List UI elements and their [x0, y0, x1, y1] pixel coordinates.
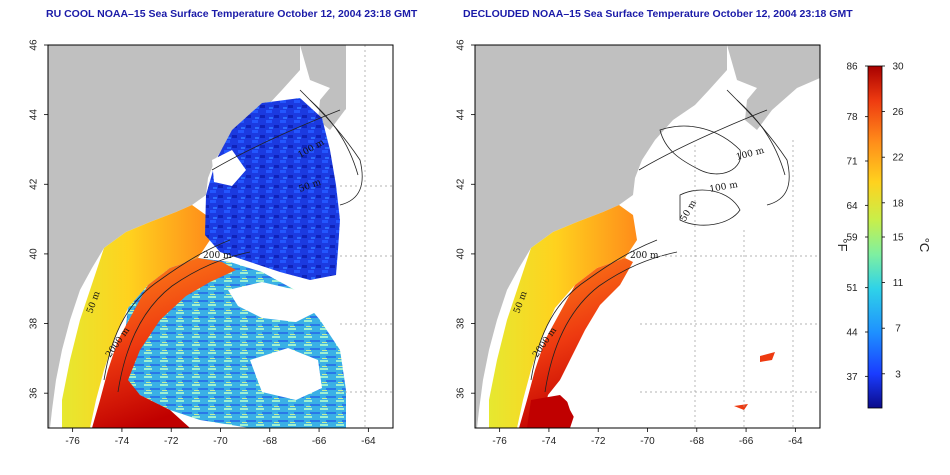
right-y-tick-label-3: 42 — [456, 178, 467, 190]
fahrenheit-tick-label-2: 71 — [846, 157, 858, 168]
celsius-tick-label-6: 7 — [895, 324, 901, 335]
fahrenheit-unit-label: °F — [835, 238, 850, 251]
right-land — [475, 45, 727, 428]
left-y-tick-label-5: 46 — [29, 39, 40, 51]
left-map: 50 m 2000 m 200 m 100 m 50 m -76 -74 -72 -7… — [29, 39, 394, 447]
right-speckle-2 — [734, 404, 748, 410]
right-speckle-1 — [760, 352, 775, 362]
left-cloud-3 — [212, 150, 246, 186]
left-x-tick-label-4: -68 — [263, 436, 278, 447]
right-map-title: DECLOUDED NOAA–15 Sea Surface Temperatur… — [463, 8, 853, 20]
fahrenheit-tick-label-5: 51 — [846, 283, 858, 294]
right-x-tick-label-4: -68 — [690, 436, 705, 447]
right-contour-label-4: 100 m — [709, 180, 739, 195]
colorbar-gradient — [867, 65, 883, 409]
right-x-tick-label-0: -76 — [492, 436, 507, 447]
right-contour-label-2: 200 m — [630, 251, 659, 261]
fahrenheit-tick-label-6: 44 — [846, 328, 858, 339]
left-gulf-stream — [92, 258, 236, 428]
right-y-tick-label-1: 38 — [456, 318, 467, 330]
right-x-tick-label-6: -64 — [788, 436, 803, 447]
right-y-tick-label-5: 46 — [456, 39, 467, 51]
right-land-nova-scotia — [727, 45, 820, 130]
left-axis: -76 -74 -72 -70 -68 -66 -64 36 38 40 42 44 46 — [29, 39, 376, 447]
colorbar: 30 26 22 18 15 11 7 3 86 78 71 64 59 51 44 37 °F °C — [835, 62, 932, 409]
celsius-tick-label-5: 11 — [893, 278, 904, 289]
left-cloud-1 — [228, 282, 316, 322]
right-y-tick-label-2: 40 — [456, 248, 467, 260]
fahrenheit-tick-label-4: 59 — [846, 233, 858, 244]
right-y-tick-label-0: 36 — [456, 387, 467, 399]
right-x-tick-label-2: -72 — [591, 436, 606, 447]
left-grid — [340, 45, 393, 428]
left-x-tick-label-2: -72 — [164, 436, 179, 447]
colorbar-ticks: 30 26 22 18 15 11 7 3 86 78 71 64 59 51 44 37 — [846, 62, 904, 383]
celsius-tick-label-3: 18 — [892, 198, 904, 209]
left-contour-label-2: 200 m — [203, 251, 232, 261]
right-x-tick-label-5: -66 — [739, 436, 754, 447]
fahrenheit-tick-label-3: 64 — [846, 201, 858, 212]
fahrenheit-tick-label-0: 86 — [846, 62, 858, 73]
right-warm-patch — [527, 395, 576, 428]
left-cold-water — [205, 98, 340, 280]
left-x-tick-label-6: -64 — [361, 436, 376, 447]
left-cloud-2 — [250, 348, 322, 400]
left-y-tick-label-3: 42 — [29, 178, 40, 190]
right-gulf-stream — [519, 258, 633, 428]
celsius-unit-label: °C — [917, 238, 932, 253]
right-y-tick-label-4: 44 — [456, 109, 467, 121]
left-x-tick-label-1: -74 — [115, 436, 130, 447]
left-y-tick-label-4: 44 — [29, 109, 40, 121]
left-x-tick-label-0: -76 — [65, 436, 80, 447]
left-land — [48, 45, 300, 428]
left-y-tick-label-0: 36 — [29, 387, 40, 399]
right-shelf-water — [489, 205, 637, 428]
celsius-tick-label-2: 22 — [892, 153, 904, 164]
right-axis: -76 -74 -72 -70 -68 -66 -64 36 38 40 42 44 46 — [456, 39, 803, 447]
right-map: 50 m 2000 m 200 m 100 m 100 m 50 m -76 -7… — [456, 39, 821, 447]
left-x-tick-label-5: -66 — [312, 436, 327, 447]
right-cloud-gap — [560, 260, 820, 428]
celsius-tick-label-0: 30 — [892, 62, 904, 73]
right-x-tick-label-1: -74 — [542, 436, 557, 447]
left-bathymetry-contours — [103, 89, 363, 393]
left-map-title: RU COOL NOAA–15 Sea Surface Temperature … — [46, 8, 418, 20]
fahrenheit-tick-label-7: 37 — [846, 372, 858, 383]
left-x-tick-label-3: -70 — [213, 436, 228, 447]
left-y-tick-label-2: 40 — [29, 248, 40, 260]
left-nodata-east — [346, 45, 393, 428]
right-grid — [640, 140, 820, 428]
fahrenheit-tick-label-1: 78 — [846, 112, 858, 123]
celsius-tick-label-7: 3 — [895, 369, 901, 380]
left-y-tick-label-1: 38 — [29, 318, 40, 330]
right-x-tick-label-3: -70 — [640, 436, 655, 447]
celsius-tick-label-4: 15 — [892, 233, 904, 244]
celsius-tick-label-1: 26 — [892, 107, 904, 118]
left-shelf-water — [62, 205, 210, 428]
right-bathymetry-contours — [530, 89, 790, 393]
